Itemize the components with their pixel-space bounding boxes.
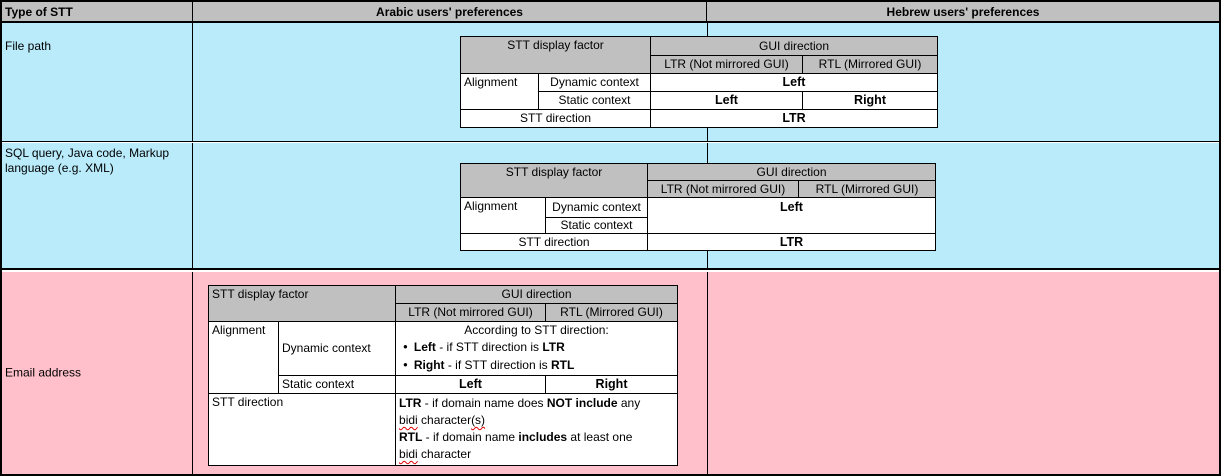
- header-arabic-preferences: Arabic users' preferences: [193, 2, 707, 21]
- rule-bold-text: includes: [518, 430, 568, 444]
- row-label-email-address: Email address: [5, 365, 82, 380]
- cell-direction-value: LTR: [650, 109, 939, 128]
- rule-bold-text: LTR: [399, 396, 422, 410]
- column-divider: [192, 23, 193, 141]
- table-row: Alignment Dynamic context Left: [460, 197, 937, 234]
- direction-rule-line: bidi character: [399, 446, 674, 463]
- cell-dynamic-context: Dynamic context: [544, 197, 649, 218]
- misspelled-word: bidi: [399, 447, 418, 461]
- cell-alignment: Alignment: [208, 321, 279, 394]
- bullet-bold-text: Right: [413, 358, 445, 372]
- cell-display-factor: STT display factor: [459, 163, 649, 198]
- cell-rtl-header: RTL (Mirrored GUI): [798, 180, 937, 198]
- cell-display-factor: STT display factor: [459, 36, 652, 74]
- cell-alignment: Alignment: [460, 73, 539, 110]
- cell-dynamic-value: According to STT direction: ● Left - if S…: [395, 321, 679, 376]
- cell-static-ltr-value: Left: [650, 91, 804, 110]
- rule-text: any: [617, 396, 641, 410]
- cell-direction-value: LTR - if domain name does NOT include an…: [395, 393, 679, 466]
- cell-stt-direction: STT direction: [459, 109, 652, 128]
- table-row: STT display factor GUI direction: [459, 163, 937, 198]
- header-type-of-stt: Type of STT: [2, 2, 193, 21]
- bullet-bold-text: LTR: [542, 340, 565, 354]
- cell-dynamic-context: Dynamic context: [537, 73, 652, 92]
- column-divider: [192, 143, 193, 268]
- table-row: LTR (Not mirrored GUI) RTL (Mirrored GUI…: [461, 55, 939, 74]
- misspelled-word: bidi: [399, 413, 418, 427]
- rule-text: character: [417, 413, 472, 427]
- bullet-item: ● Right - if STT direction is RTL: [399, 357, 674, 375]
- row-label-sql-query: SQL query, Java code, Markup language (e…: [5, 146, 170, 175]
- table-row: STT direction LTR - if domain name does …: [207, 393, 679, 466]
- table-row: Alignment Dynamic context According to S…: [208, 321, 679, 394]
- rule-bold-text: RTL: [399, 430, 423, 444]
- cell-display-factor: STT display factor: [207, 285, 397, 322]
- table-row: LTR (Not mirrored GUI) RTL (Mirrored GUI…: [461, 180, 937, 198]
- column-divider: [707, 272, 708, 474]
- table-row: Alignment Dynamic context Left: [460, 73, 939, 110]
- cell-alignment: Alignment: [460, 197, 546, 234]
- cell-static-context: Static context: [537, 91, 652, 110]
- cell-stt-direction: STT direction: [459, 233, 649, 251]
- cell-static-ltr-value: Left: [395, 375, 547, 394]
- file-path-preferences-table: STT display factor GUI direction LTR (No…: [459, 36, 939, 128]
- header-hebrew-preferences: Hebrew users' preferences: [886, 4, 1040, 19]
- rule-text: - if domain name: [422, 430, 519, 444]
- cell-direction-value: LTR: [647, 233, 937, 251]
- table-row: STT direction LTR: [459, 233, 937, 251]
- sql-preferences-table: STT display factor GUI direction LTR (No…: [459, 163, 937, 251]
- cell-static-context: Static context: [544, 217, 649, 234]
- cell-rtl-header: RTL (Mirrored GUI): [802, 55, 939, 74]
- cell-stt-direction: STT direction: [207, 393, 397, 466]
- cell-static-rtl-value: Right: [802, 91, 939, 110]
- table-row: STT display factor GUI direction: [459, 36, 939, 74]
- direction-rule-line: RTL - if domain name includes at least o…: [399, 429, 674, 446]
- misspelled-word: (s): [471, 413, 486, 427]
- cell-dynamic-value: Left: [650, 73, 939, 92]
- row-label-file-path: File path: [5, 39, 52, 53]
- bullet-icon: ●: [403, 342, 408, 351]
- table-row: Static context Left Right: [209, 375, 679, 394]
- cell-dynamic-context: Dynamic context: [277, 321, 397, 376]
- email-preferences-table: STT display factor GUI direction LTR (No…: [207, 285, 679, 466]
- table-row: STT display factor GUI direction: [207, 285, 679, 322]
- bullet-bold-text: RTL: [551, 358, 575, 372]
- cell-gui-direction: GUI direction: [650, 36, 939, 56]
- main-header-row: Type of STT Arabic users' preferences He…: [2, 2, 1219, 23]
- table-row: STT direction LTR: [459, 109, 939, 128]
- bullet-icon: ●: [403, 360, 408, 369]
- direction-rule-line: bidi character(s): [399, 412, 674, 429]
- rule-text: at least one: [567, 430, 633, 444]
- cell-ltr-header: LTR (Not mirrored GUI): [647, 180, 800, 198]
- table-row: LTR (Not mirrored GUI) RTL (Mirrored GUI…: [209, 303, 679, 322]
- cell-rtl-header: RTL (Mirrored GUI): [545, 303, 679, 322]
- dynamic-value-title: According to STT direction:: [464, 323, 609, 337]
- rule-bold-text: NOT include: [546, 396, 618, 410]
- cell-contexts-value: Left: [647, 197, 937, 234]
- rule-text: character: [417, 447, 472, 461]
- cell-gui-direction: GUI direction: [647, 163, 937, 181]
- cell-ltr-header: LTR (Not mirrored GUI): [650, 55, 804, 74]
- cell-static-context: Static context: [277, 375, 397, 394]
- bullet-text: - if STT direction is: [444, 358, 551, 372]
- cell-static-rtl-value: Right: [545, 375, 679, 394]
- cell-ltr-header: LTR (Not mirrored GUI): [395, 303, 547, 322]
- direction-rule-line: LTR - if domain name does NOT include an…: [399, 395, 674, 412]
- bullet-text: - if STT direction is: [435, 340, 543, 354]
- bullet-item: ● Left - if STT direction is LTR: [399, 339, 674, 357]
- bullet-bold-text: Left: [413, 340, 436, 354]
- rule-text: - if domain name does: [421, 396, 547, 410]
- cell-gui-direction: GUI direction: [395, 285, 679, 304]
- column-divider: [192, 272, 193, 474]
- table-row: Static context Left Right: [461, 91, 939, 110]
